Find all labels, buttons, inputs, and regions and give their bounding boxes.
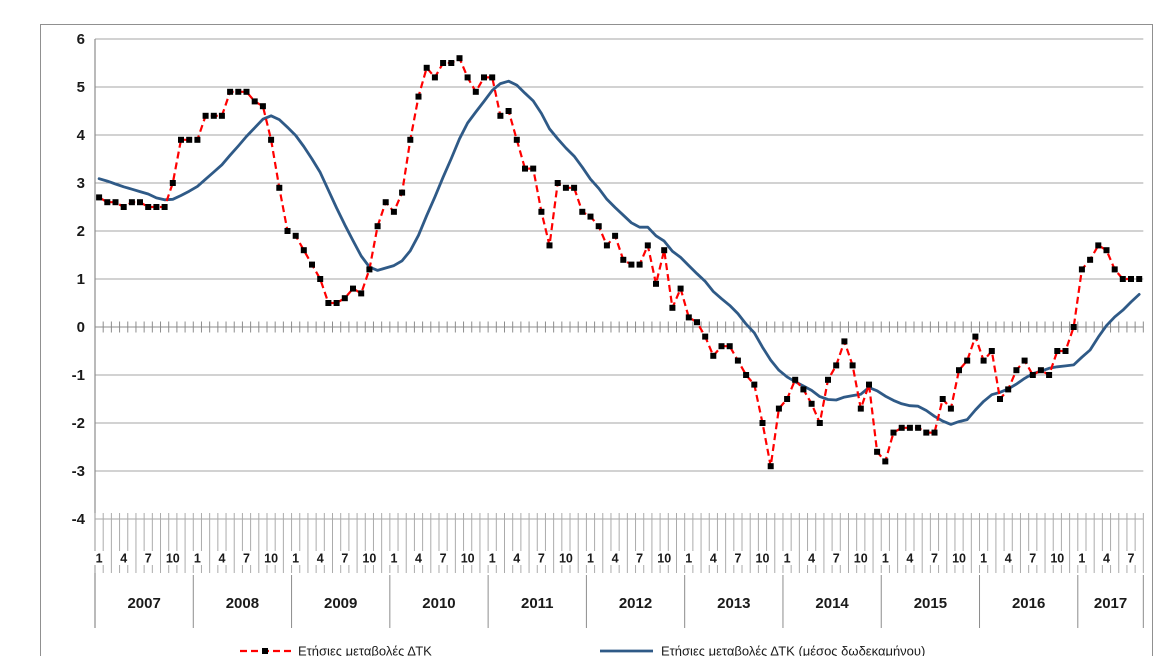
month-tick-label: 4 — [218, 552, 225, 566]
chart-legend: Ετήσιες μεταβολές ΔΤΚ Ετήσιες μεταβολές Δ… — [240, 644, 925, 656]
month-tick-label: 10 — [756, 552, 770, 566]
month-tick-label: 7 — [538, 552, 545, 566]
month-tick-label: 7 — [440, 552, 447, 566]
chart-frame — [40, 24, 1153, 656]
month-tick-label: 10 — [1050, 552, 1064, 566]
month-tick-label: 1 — [882, 552, 889, 566]
y-tick-label: 2 — [77, 223, 85, 240]
y-axis-labels: 6 5 4 3 2 1 0 -1 -2 -3 -4 — [72, 31, 86, 528]
month-tick-label: 7 — [734, 552, 741, 566]
series-cpi-markers — [96, 55, 1143, 470]
year-label: 2017 — [1094, 595, 1127, 612]
year-label: 2014 — [815, 595, 849, 612]
month-tick-label: 7 — [1128, 552, 1135, 566]
year-label: 2016 — [1012, 595, 1045, 612]
month-tick-label: 7 — [145, 552, 152, 566]
month-tick-label: 4 — [1005, 552, 1012, 566]
month-tick-label: 4 — [317, 552, 324, 566]
series-ma-line — [97, 79, 1141, 426]
y-tick-label: 4 — [77, 127, 86, 144]
legend-entry-ma: Ετήσιες μεταβολές ΔΤΚ (μέσος δωδεκαμήνου… — [600, 644, 925, 656]
month-tick-label: 4 — [906, 552, 913, 566]
gridlines — [95, 38, 1144, 520]
month-tick-label: 1 — [194, 552, 201, 566]
month-tick-label: 4 — [808, 552, 815, 566]
month-tick-label: 4 — [710, 552, 717, 566]
legend-entry-cpi: Ετήσιες μεταβολές ΔΤΚ — [240, 644, 432, 656]
month-tick-label: 10 — [657, 552, 671, 566]
month-tick-label: 7 — [341, 552, 348, 566]
month-tick-label: 7 — [636, 552, 643, 566]
year-labels: 2007 2008 2009 2010 2011 2012 2013 2014 2015 2016… — [94, 575, 1144, 628]
month-tick-label: 7 — [243, 552, 250, 566]
month-tick-label: 4 — [415, 552, 422, 566]
month-tick-label: 1 — [587, 552, 594, 566]
year-label: 2013 — [717, 595, 750, 612]
month-tick-label: 1 — [685, 552, 692, 566]
legend-marker-square — [262, 648, 268, 654]
y-tick-label: -4 — [72, 511, 86, 528]
month-tick-label: 1 — [980, 552, 987, 566]
month-tick-label: 1 — [292, 552, 299, 566]
y-tick-label: 6 — [77, 31, 85, 48]
month-tick-label: 10 — [559, 552, 573, 566]
y-tick-label: 0 — [77, 319, 85, 336]
legend-label-ma: Ετήσιες μεταβολές ΔΤΚ (μέσος δωδεκαμήνου… — [661, 644, 925, 656]
month-tick-label: 7 — [1029, 552, 1036, 566]
month-tick-label: 10 — [461, 552, 475, 566]
month-tick-label: 1 — [96, 552, 103, 566]
month-tick-label: 7 — [931, 552, 938, 566]
y-tick-label: -2 — [72, 415, 85, 432]
month-tick-label: 1 — [390, 552, 397, 566]
month-tick-label: 4 — [120, 552, 127, 566]
y-tick-label: 1 — [77, 271, 85, 288]
year-label: 2011 — [521, 595, 554, 612]
month-tick-label: 1 — [784, 552, 791, 566]
y-tick-label: 5 — [77, 79, 85, 96]
year-label: 2015 — [914, 595, 947, 612]
month-tick-label: 10 — [952, 552, 966, 566]
year-label: 2010 — [422, 595, 455, 612]
zero-axis — [94, 321, 1144, 333]
month-tick-label: 7 — [833, 552, 840, 566]
month-tick-label: 4 — [1103, 552, 1110, 566]
series-cpi-line — [98, 57, 1140, 468]
month-labels: 1 4 7 10 1 4 7 10 1 4 7 10 1 4 7 10 1 4 7 10 1 4 7 10 1 4 7 10 1 4 7 10… — [93, 551, 1137, 566]
month-tick-label: 4 — [513, 552, 520, 566]
legend-label-cpi: Ετήσιες μεταβολές ΔΤΚ — [298, 644, 432, 656]
y-tick-label: -3 — [72, 463, 85, 480]
month-tick-label: 1 — [1078, 552, 1085, 566]
month-tick-label: 10 — [166, 552, 180, 566]
month-tick-label: 1 — [489, 552, 496, 566]
month-tick-label: 10 — [264, 552, 278, 566]
year-label: 2012 — [619, 595, 652, 612]
month-tick-label: 10 — [854, 552, 868, 566]
y-tick-label: 3 — [77, 175, 85, 192]
y-tick-label: -1 — [72, 367, 85, 384]
month-tick-label: 4 — [612, 552, 619, 566]
year-label: 2009 — [324, 595, 357, 612]
month-tick-label: 10 — [362, 552, 376, 566]
year-label: 2008 — [226, 595, 259, 612]
year-label: 2007 — [127, 595, 160, 612]
